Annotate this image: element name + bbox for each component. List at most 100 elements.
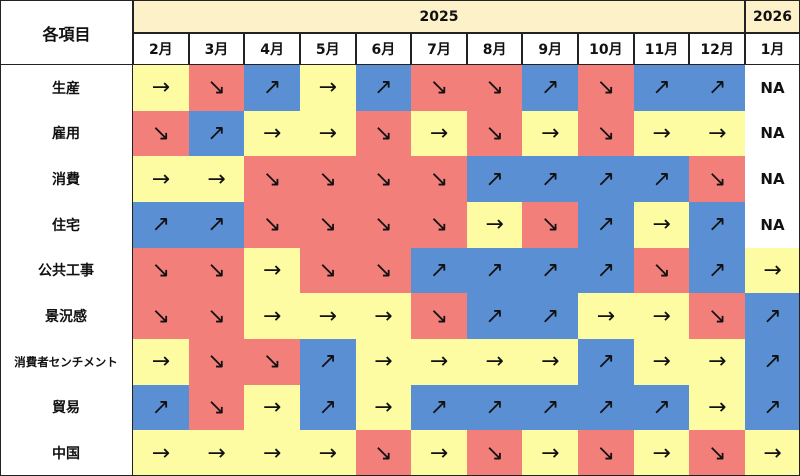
trend-cell: ↗ bbox=[522, 65, 579, 111]
trend-cell: → bbox=[244, 293, 300, 339]
trend-cell: ↗ bbox=[522, 293, 579, 339]
trend-cell: ↗ bbox=[745, 339, 800, 385]
month-header: 4月 bbox=[244, 33, 300, 65]
trend-cell: ↘ bbox=[188, 293, 245, 339]
trend-cell: ↗ bbox=[522, 247, 579, 294]
trend-cell: ↗ bbox=[355, 65, 412, 111]
trend-cell: ↘ bbox=[411, 65, 467, 111]
trend-cell: → bbox=[299, 110, 356, 157]
trend-cell: ↘ bbox=[299, 156, 356, 202]
trend-cell: → bbox=[522, 110, 579, 157]
trend-cell: ↘ bbox=[244, 202, 300, 248]
trend-cell: → bbox=[522, 430, 579, 476]
month-header: 7月 bbox=[411, 33, 467, 65]
row-label: 貿易 bbox=[0, 384, 133, 431]
trend-cell: → bbox=[411, 110, 467, 157]
trend-cell: ↘ bbox=[133, 293, 189, 339]
trend-cell: → bbox=[411, 430, 467, 476]
trend-cell: ↘ bbox=[188, 247, 245, 294]
row-label: 公共工事 bbox=[0, 247, 133, 294]
trend-cell: ↗ bbox=[244, 65, 300, 111]
trend-cell: → bbox=[355, 339, 412, 385]
trend-cell: → bbox=[133, 65, 189, 111]
row-label: 景況感 bbox=[0, 293, 133, 339]
trend-cell: NA bbox=[745, 110, 800, 157]
trend-cell: ↘ bbox=[244, 156, 300, 202]
trend-cell: ↗ bbox=[578, 202, 634, 248]
trend-cell: → bbox=[633, 293, 690, 339]
trend-cell: ↗ bbox=[299, 339, 356, 385]
trend-cell: → bbox=[299, 430, 356, 476]
month-header: 5月 bbox=[299, 33, 356, 65]
trend-cell: ↗ bbox=[745, 293, 800, 339]
trend-cell: NA bbox=[745, 65, 800, 111]
trend-cell: ↘ bbox=[689, 156, 745, 202]
trend-cell: ↗ bbox=[133, 202, 189, 248]
trend-cell: ↘ bbox=[466, 65, 523, 111]
trend-cell: NA bbox=[745, 202, 800, 248]
trend-cell: ↘ bbox=[466, 430, 523, 476]
trend-cell: ↗ bbox=[578, 247, 634, 294]
trend-cell: ↘ bbox=[355, 202, 412, 248]
trend-cell: ↗ bbox=[578, 384, 634, 431]
trend-cell: ↘ bbox=[689, 430, 745, 476]
trend-cell: ↘ bbox=[411, 202, 467, 248]
corner-header: 各項目 bbox=[0, 0, 133, 65]
trend-cell: ↘ bbox=[411, 293, 467, 339]
trend-cell: ↘ bbox=[188, 384, 245, 431]
trend-cell: → bbox=[633, 339, 690, 385]
trend-cell: → bbox=[633, 430, 690, 476]
trend-cell: → bbox=[633, 202, 690, 248]
month-header: 6月 bbox=[355, 33, 412, 65]
trend-cell: → bbox=[133, 156, 189, 202]
trend-cell: ↗ bbox=[411, 247, 467, 294]
trend-cell: ↘ bbox=[355, 156, 412, 202]
trend-cell: ↗ bbox=[689, 65, 745, 111]
trend-cell: ↘ bbox=[578, 110, 634, 157]
trend-cell: ↘ bbox=[466, 110, 523, 157]
row-label: 住宅 bbox=[0, 202, 133, 248]
trend-cell: ↘ bbox=[633, 247, 690, 294]
trend-cell: → bbox=[411, 339, 467, 385]
trend-cell: → bbox=[466, 339, 523, 385]
row-label: 生産 bbox=[0, 65, 133, 111]
month-header: 3月 bbox=[188, 33, 245, 65]
trend-cell: ↗ bbox=[188, 110, 245, 157]
month-header: 11月 bbox=[633, 33, 690, 65]
trend-cell: → bbox=[133, 339, 189, 385]
trend-cell: ↘ bbox=[133, 247, 189, 294]
trend-cell: → bbox=[745, 430, 800, 476]
trend-cell: → bbox=[522, 339, 579, 385]
trend-cell: ↘ bbox=[188, 65, 245, 111]
row-label: 消費者センチメント bbox=[0, 339, 133, 385]
trend-cell: ↘ bbox=[355, 247, 412, 294]
trend-cell: → bbox=[689, 339, 745, 385]
year-header: 2026 bbox=[745, 0, 800, 33]
row-label: 消費 bbox=[0, 156, 133, 202]
trend-cell: → bbox=[466, 202, 523, 248]
trend-cell: ↗ bbox=[633, 384, 690, 431]
trend-cell: → bbox=[299, 293, 356, 339]
month-header: 8月 bbox=[466, 33, 523, 65]
month-header: 2月 bbox=[133, 33, 189, 65]
trend-cell: → bbox=[299, 65, 356, 111]
trend-cell: → bbox=[355, 384, 412, 431]
trend-cell: ↘ bbox=[689, 293, 745, 339]
trend-cell: → bbox=[745, 247, 800, 294]
trend-cell: ↗ bbox=[466, 384, 523, 431]
trend-cell: → bbox=[188, 430, 245, 476]
trend-cell: ↘ bbox=[411, 156, 467, 202]
trend-cell: → bbox=[689, 384, 745, 431]
trend-cell: NA bbox=[745, 156, 800, 202]
trend-cell: → bbox=[244, 430, 300, 476]
trend-cell: ↗ bbox=[522, 384, 579, 431]
trend-cell: → bbox=[355, 293, 412, 339]
trend-cell: → bbox=[633, 110, 690, 157]
trend-cell: → bbox=[244, 384, 300, 431]
trend-cell: ↗ bbox=[578, 156, 634, 202]
trend-cell: ↗ bbox=[522, 156, 579, 202]
trend-cell: ↘ bbox=[578, 65, 634, 111]
trend-cell: ↘ bbox=[299, 247, 356, 294]
trend-cell: ↘ bbox=[578, 430, 634, 476]
trend-cell: ↗ bbox=[745, 384, 800, 431]
